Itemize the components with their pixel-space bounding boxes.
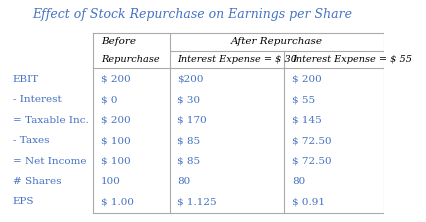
- Text: $200: $200: [177, 75, 204, 84]
- Text: $ 1.00: $ 1.00: [101, 197, 134, 206]
- Text: $ 72.50: $ 72.50: [292, 136, 332, 145]
- Text: Interest Expense = $ 55: Interest Expense = $ 55: [292, 55, 412, 64]
- Text: Repurchase: Repurchase: [101, 55, 159, 64]
- Text: $ 0: $ 0: [101, 95, 117, 104]
- Text: After Repurchase: After Repurchase: [231, 38, 323, 46]
- Text: $ 72.50: $ 72.50: [292, 157, 332, 166]
- Text: $ 100: $ 100: [101, 157, 131, 166]
- Text: EPS: EPS: [13, 197, 35, 206]
- Text: = Net Income: = Net Income: [13, 157, 86, 166]
- Text: $ 170: $ 170: [177, 116, 207, 125]
- Text: $ 145: $ 145: [292, 116, 322, 125]
- Text: $ 85: $ 85: [177, 136, 201, 145]
- Text: $ 85: $ 85: [177, 157, 201, 166]
- Text: $ 55: $ 55: [292, 95, 315, 104]
- Text: 80: 80: [177, 177, 190, 186]
- Text: $ 200: $ 200: [101, 116, 131, 125]
- Text: - Interest: - Interest: [13, 95, 62, 104]
- Text: $ 200: $ 200: [101, 75, 131, 84]
- Text: 100: 100: [101, 177, 121, 186]
- Text: $ 0.91: $ 0.91: [292, 197, 325, 206]
- Text: $ 1.125: $ 1.125: [177, 197, 217, 206]
- Text: EBIT: EBIT: [13, 75, 39, 84]
- Text: Effect of Stock Repurchase on Earnings per Share: Effect of Stock Repurchase on Earnings p…: [33, 8, 353, 21]
- Text: $ 100: $ 100: [101, 136, 131, 145]
- Text: = Taxable Inc.: = Taxable Inc.: [13, 116, 89, 125]
- Text: - Taxes: - Taxes: [13, 136, 49, 145]
- Text: Interest Expense = $ 30: Interest Expense = $ 30: [177, 55, 297, 64]
- Text: # Shares: # Shares: [13, 177, 61, 186]
- Text: 80: 80: [292, 177, 305, 186]
- Text: $ 200: $ 200: [292, 75, 322, 84]
- Text: Before: Before: [101, 38, 136, 46]
- Text: $ 30: $ 30: [177, 95, 201, 104]
